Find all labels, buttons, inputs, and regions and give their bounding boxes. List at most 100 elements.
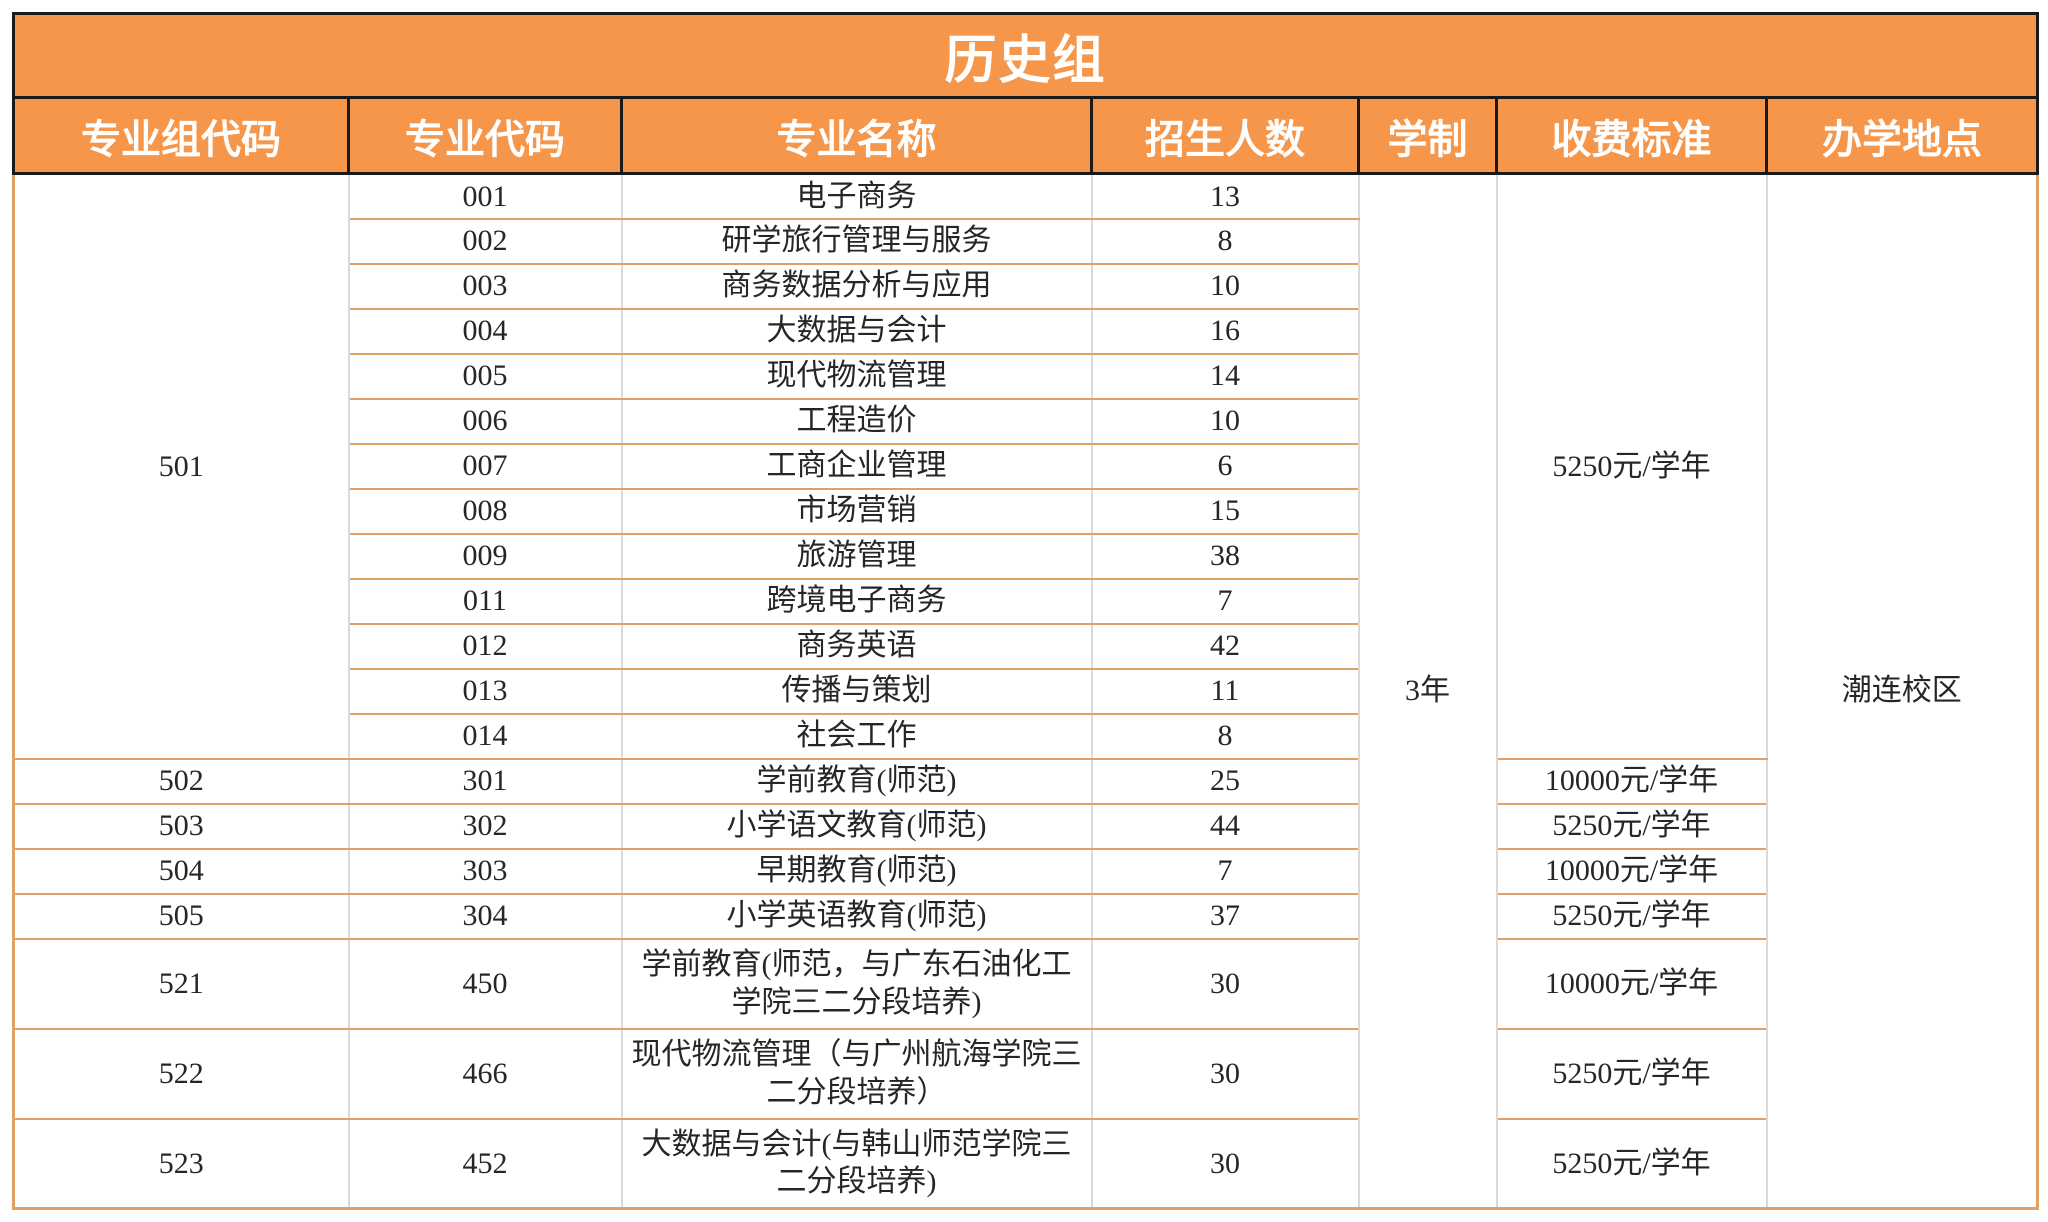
- cell-major-name: 大数据与会计(与韩山师范学院三二分段培养): [620, 1117, 1093, 1210]
- admissions-table: 历史组 专业组代码 专业代码 专业名称 招生人数 学制 收费标准 办学地点 50…: [11, 12, 2040, 1210]
- cell-enrollment: 30: [1090, 1117, 1360, 1210]
- cell-major-code: 014: [347, 712, 623, 760]
- cell-major-name: 学前教育(师范): [620, 757, 1093, 805]
- table-row: 012 商务英语 42: [14, 622, 2038, 670]
- table-row: 504 303 早期教育(师范) 7 10000元/学年: [12, 847, 2038, 895]
- cell-enrollment: 7: [1090, 577, 1360, 625]
- cell-group-code: 501: [12, 172, 350, 760]
- cell-major-name: 工程造价: [620, 397, 1093, 445]
- header-row: 专业组代码 专业代码 专业名称 招生人数 学制 收费标准 办学地点: [12, 96, 2040, 175]
- cell-enrollment: 10: [1090, 262, 1360, 310]
- cell-major-code: 301: [347, 757, 623, 805]
- cell-fee: 10000元/学年: [1495, 757, 1768, 805]
- table-row: 002 研学旅行管理与服务 8: [14, 217, 2038, 265]
- cell-major-code: 003: [347, 262, 623, 310]
- cell-location: 潮连校区: [1765, 172, 2040, 1210]
- table-row: 008 市场营销 15: [14, 487, 2038, 535]
- cell-major-name: 研学旅行管理与服务: [620, 217, 1093, 265]
- table-row: 004 大数据与会计 16: [14, 307, 2038, 355]
- cell-major-code: 005: [347, 352, 623, 400]
- table-row: 014 社会工作 8: [14, 712, 2038, 760]
- table-row: 013 传播与策划 11: [14, 667, 2038, 715]
- cell-enrollment: 30: [1090, 937, 1360, 1030]
- column-header-group-code: 专业组代码: [12, 96, 350, 175]
- table-row: 502 301 学前教育(师范) 25 10000元/学年: [12, 757, 2038, 805]
- cell-enrollment: 14: [1090, 352, 1360, 400]
- column-header-major-name: 专业名称: [620, 96, 1093, 175]
- cell-enrollment: 25: [1090, 757, 1360, 805]
- table-title: 历史组: [11, 12, 2040, 99]
- table-row: 522 466 现代物流管理（与广州航海学院三二分段培养） 30 5250元/学年: [12, 1027, 2038, 1120]
- cell-major-code: 452: [347, 1117, 623, 1210]
- cell-major-name: 学前教育(师范，与广东石油化工学院三二分段培养): [620, 937, 1093, 1030]
- cell-fee: 5250元/学年: [1495, 1027, 1768, 1120]
- cell-group-code: 523: [12, 1117, 350, 1210]
- cell-major-code: 302: [347, 802, 623, 850]
- table-row: 503 302 小学语文教育(师范) 44 5250元/学年: [12, 802, 2038, 850]
- cell-group-code: 502: [12, 757, 350, 805]
- table-row: 521 450 学前教育(师范，与广东石油化工学院三二分段培养) 30 10000元/学…: [12, 937, 2038, 1030]
- column-header-location: 办学地点: [1764, 96, 2040, 175]
- cell-major-code: 304: [347, 892, 623, 940]
- column-header-duration: 学制: [1357, 96, 1498, 175]
- cell-major-code: 303: [347, 847, 623, 895]
- cell-enrollment: 44: [1090, 802, 1360, 850]
- table-row: 505 304 小学英语教育(师范) 37 5250元/学年: [12, 892, 2038, 940]
- cell-group-code: 503: [12, 802, 350, 850]
- table-row: 005 现代物流管理 14: [14, 352, 2038, 400]
- table-row: 003 商务数据分析与应用 10: [14, 262, 2038, 310]
- cell-major-name: 电子商务: [620, 172, 1093, 220]
- cell-major-code: 013: [347, 667, 623, 715]
- title-row: 历史组: [11, 12, 2040, 99]
- cell-enrollment: 7: [1090, 847, 1360, 895]
- cell-enrollment: 11: [1090, 667, 1360, 715]
- table-row: 523 452 大数据与会计(与韩山师范学院三二分段培养) 30 5250元/学年: [12, 1117, 2038, 1210]
- cell-major-name: 工商企业管理: [620, 442, 1093, 490]
- cell-enrollment: 42: [1090, 622, 1360, 670]
- cell-enrollment: 10: [1090, 397, 1360, 445]
- cell-fee: 5250元/学年: [1495, 892, 1768, 940]
- cell-fee: 5250元/学年: [1495, 172, 1768, 760]
- cell-major-code: 001: [347, 172, 623, 220]
- cell-group-code: 522: [12, 1027, 350, 1120]
- cell-major-name: 商务英语: [620, 622, 1093, 670]
- cell-enrollment: 30: [1090, 1027, 1360, 1120]
- cell-enrollment: 37: [1090, 892, 1360, 940]
- cell-enrollment: 6: [1090, 442, 1360, 490]
- cell-major-code: 004: [347, 307, 623, 355]
- cell-major-name: 大数据与会计: [620, 307, 1093, 355]
- cell-group-code: 504: [12, 847, 350, 895]
- cell-fee: 10000元/学年: [1495, 847, 1768, 895]
- cell-group-code: 505: [12, 892, 350, 940]
- cell-enrollment: 16: [1090, 307, 1360, 355]
- cell-duration: 3年: [1357, 172, 1498, 1210]
- cell-major-code: 006: [347, 397, 623, 445]
- cell-major-code: 002: [347, 217, 623, 265]
- cell-major-name: 跨境电子商务: [620, 577, 1093, 625]
- table-head: 历史组 专业组代码 专业代码 专业名称 招生人数 学制 收费标准 办学地点: [11, 12, 2040, 175]
- cell-major-name: 市场营销: [620, 487, 1093, 535]
- cell-fee: 5250元/学年: [1495, 802, 1768, 850]
- cell-major-code: 008: [347, 487, 623, 535]
- column-header-major-code: 专业代码: [347, 96, 623, 175]
- cell-major-name: 社会工作: [620, 712, 1093, 760]
- cell-major-code: 009: [347, 532, 623, 580]
- cell-fee: 10000元/学年: [1495, 937, 1768, 1030]
- cell-major-name: 旅游管理: [620, 532, 1093, 580]
- cell-major-name: 现代物流管理: [620, 352, 1093, 400]
- column-header-enrollment: 招生人数: [1090, 96, 1360, 175]
- cell-enrollment: 8: [1090, 712, 1360, 760]
- cell-major-name: 早期教育(师范): [620, 847, 1093, 895]
- cell-major-code: 450: [347, 937, 623, 1030]
- table-row: 009 旅游管理 38: [14, 532, 2038, 580]
- table-row: 006 工程造价 10: [14, 397, 2038, 445]
- cell-enrollment: 8: [1090, 217, 1360, 265]
- cell-major-name: 传播与策划: [620, 667, 1093, 715]
- table-row: 007 工商企业管理 6: [14, 442, 2038, 490]
- cell-major-code: 012: [347, 622, 623, 670]
- table-row: 011 跨境电子商务 7: [14, 577, 2038, 625]
- cell-major-name: 现代物流管理（与广州航海学院三二分段培养）: [620, 1027, 1093, 1120]
- cell-major-name: 小学英语教育(师范): [620, 892, 1093, 940]
- cell-fee: 5250元/学年: [1495, 1117, 1768, 1210]
